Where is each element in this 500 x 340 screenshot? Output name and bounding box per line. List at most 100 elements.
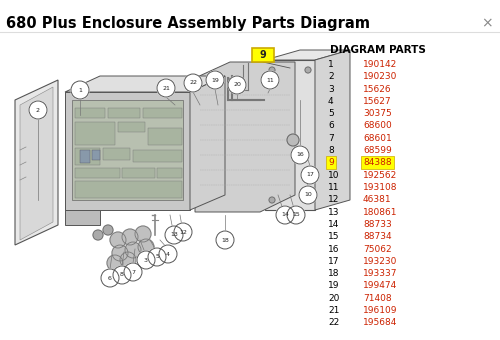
Text: 18: 18 (221, 238, 229, 242)
Text: 30375: 30375 (363, 109, 392, 118)
Text: 4: 4 (328, 97, 334, 106)
Polygon shape (108, 108, 140, 118)
Circle shape (103, 225, 113, 235)
Circle shape (157, 79, 175, 97)
Text: 14: 14 (328, 220, 340, 229)
Polygon shape (75, 168, 120, 178)
Circle shape (305, 197, 311, 203)
Text: 18: 18 (328, 269, 340, 278)
Text: 17: 17 (306, 172, 314, 177)
Polygon shape (143, 108, 182, 118)
Text: 19: 19 (211, 78, 219, 83)
Polygon shape (65, 210, 100, 225)
Circle shape (135, 226, 151, 242)
Polygon shape (118, 122, 145, 132)
Text: 193337: 193337 (363, 269, 398, 278)
Text: 9: 9 (260, 50, 266, 60)
Circle shape (137, 251, 155, 269)
Circle shape (124, 263, 142, 281)
Circle shape (159, 245, 177, 263)
Text: 192562: 192562 (363, 171, 397, 180)
Text: 84388: 84388 (363, 158, 392, 167)
Text: 16: 16 (328, 244, 340, 254)
Text: 14: 14 (281, 212, 289, 218)
Polygon shape (92, 150, 100, 160)
FancyBboxPatch shape (252, 48, 274, 62)
Polygon shape (75, 148, 100, 165)
Text: 68601: 68601 (363, 134, 392, 143)
Text: 4: 4 (166, 252, 170, 256)
Text: 21: 21 (162, 85, 170, 90)
Circle shape (112, 245, 128, 261)
Text: 1: 1 (78, 87, 82, 92)
Text: 199474: 199474 (363, 282, 397, 290)
Text: 12: 12 (179, 230, 187, 235)
Polygon shape (75, 122, 115, 145)
Text: 68600: 68600 (363, 121, 392, 131)
Polygon shape (80, 150, 90, 163)
Text: 3: 3 (328, 85, 334, 94)
Text: ×: × (482, 16, 493, 30)
Circle shape (287, 134, 299, 146)
Circle shape (122, 229, 138, 245)
Polygon shape (75, 108, 105, 118)
Polygon shape (65, 76, 225, 92)
Text: 5: 5 (328, 109, 334, 118)
Polygon shape (103, 148, 130, 160)
Circle shape (261, 71, 279, 89)
Circle shape (110, 232, 126, 248)
Circle shape (174, 223, 192, 241)
Polygon shape (72, 100, 183, 200)
Polygon shape (265, 50, 350, 60)
Text: 19: 19 (328, 282, 340, 290)
Circle shape (287, 206, 305, 224)
Circle shape (29, 101, 47, 119)
Circle shape (107, 255, 123, 271)
Circle shape (276, 206, 294, 224)
Text: 7: 7 (328, 134, 334, 143)
Text: 180861: 180861 (363, 208, 398, 217)
Circle shape (299, 186, 317, 204)
Text: 11: 11 (266, 78, 274, 83)
Text: 20: 20 (233, 83, 241, 87)
Text: 88734: 88734 (363, 232, 392, 241)
Text: 6: 6 (108, 275, 112, 280)
Circle shape (305, 67, 311, 73)
Polygon shape (75, 181, 182, 198)
Text: 6: 6 (328, 121, 334, 131)
Text: DIAGRAM PARTS: DIAGRAM PARTS (330, 45, 426, 55)
Polygon shape (20, 87, 53, 240)
Text: 10: 10 (328, 171, 340, 180)
Circle shape (269, 67, 275, 73)
Text: 88733: 88733 (363, 220, 392, 229)
Text: 17: 17 (328, 257, 340, 266)
Polygon shape (65, 92, 190, 210)
Text: 15: 15 (292, 212, 300, 218)
Text: 22: 22 (328, 318, 339, 327)
Circle shape (148, 248, 166, 266)
Circle shape (216, 231, 234, 249)
Text: 3: 3 (144, 257, 148, 262)
Text: 15627: 15627 (363, 97, 392, 106)
Text: 9: 9 (328, 158, 334, 167)
Text: 75062: 75062 (363, 244, 392, 254)
Polygon shape (195, 62, 295, 212)
Polygon shape (15, 80, 58, 245)
Circle shape (125, 242, 141, 258)
Polygon shape (122, 168, 155, 178)
Circle shape (206, 71, 224, 89)
Text: 10: 10 (304, 192, 312, 198)
Circle shape (113, 266, 131, 284)
Text: 193108: 193108 (363, 183, 398, 192)
Text: 46381: 46381 (363, 195, 392, 204)
Polygon shape (190, 76, 225, 210)
Text: 680 Plus Enclosure Assembly Parts Diagram: 680 Plus Enclosure Assembly Parts Diagra… (6, 16, 370, 31)
Polygon shape (157, 168, 182, 178)
Text: 13: 13 (328, 208, 340, 217)
Circle shape (93, 230, 103, 240)
Text: 68599: 68599 (363, 146, 392, 155)
Text: 15: 15 (328, 232, 340, 241)
Text: 1: 1 (328, 60, 334, 69)
Text: 5: 5 (155, 255, 159, 259)
Text: 71408: 71408 (363, 294, 392, 303)
